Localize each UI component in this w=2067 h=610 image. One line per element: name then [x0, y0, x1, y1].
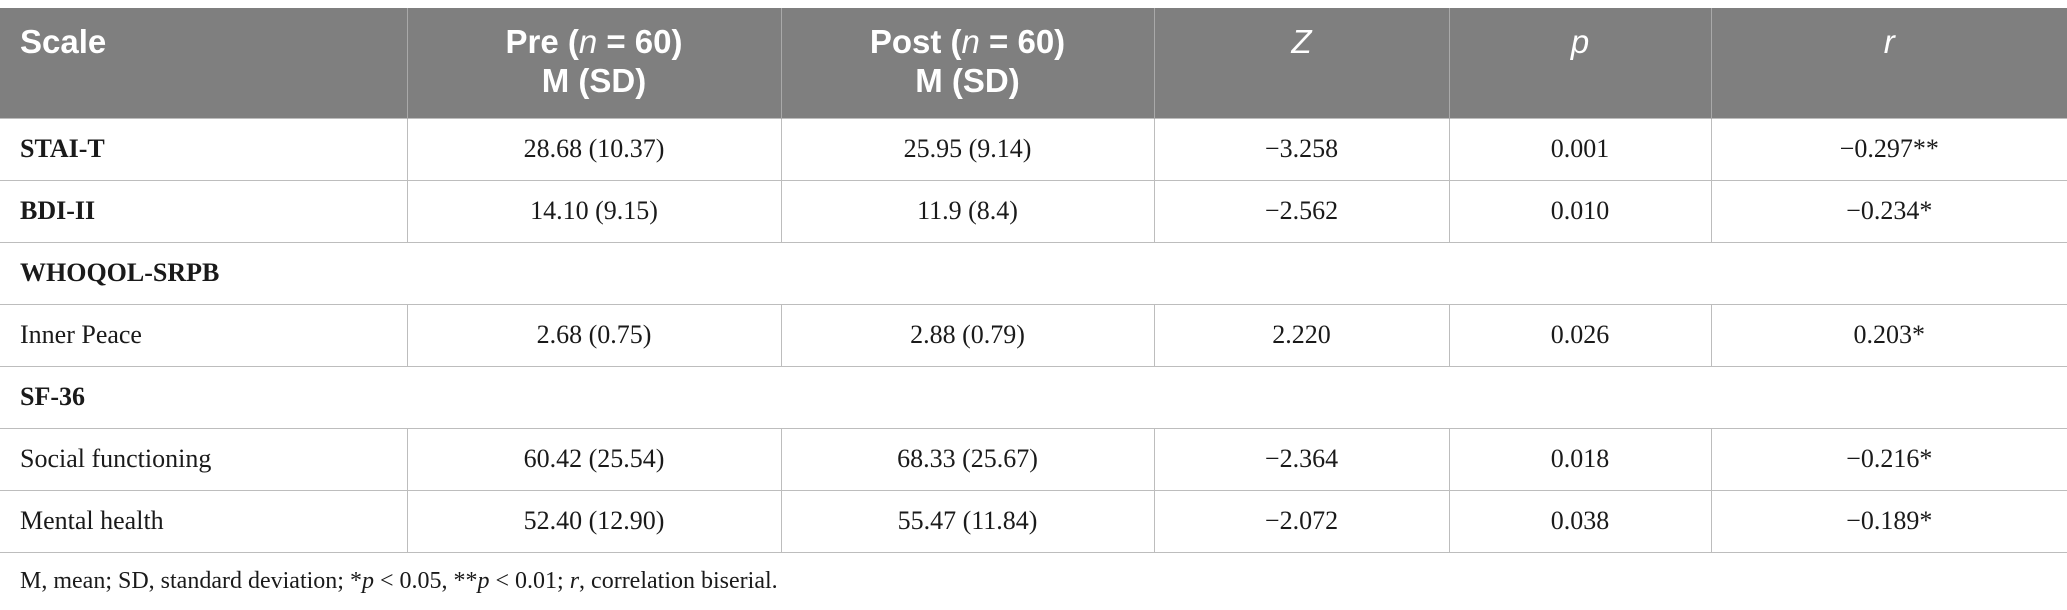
- header-post-sub: M (SD): [915, 62, 1020, 99]
- cell-r: −0.234*: [1710, 179, 2067, 242]
- cell-pre: 2.68 (0.75): [406, 303, 781, 366]
- header-pre-sub: M (SD): [541, 62, 647, 99]
- cell-z: −2.072: [1153, 489, 1449, 553]
- row-label: BDI-II: [0, 179, 407, 242]
- cell-p: 0.018: [1448, 427, 1711, 490]
- cell-r: −0.297**: [1710, 117, 2067, 180]
- cell-z: −3.258: [1153, 117, 1449, 180]
- cell-p: 0.001: [1448, 117, 1711, 180]
- results-table-container: Scale Pre (n = 60) M (SD) Post (n = 60) …: [0, 8, 2067, 553]
- row-label: STAI-T: [0, 117, 407, 180]
- header-row: Scale Pre (n = 60) M (SD) Post (n = 60) …: [0, 8, 2067, 118]
- table-row: Mental health 52.40 (12.90) 55.47 (11.84…: [0, 489, 2067, 553]
- header-p: p: [1448, 8, 1711, 118]
- table-row: BDI-II 14.10 (9.15) 11.9 (8.4) −2.562 0.…: [0, 179, 2067, 242]
- cell-p: 0.010: [1448, 179, 1711, 242]
- row-label: Mental health: [0, 489, 407, 553]
- cell-post: 55.47 (11.84): [780, 489, 1154, 553]
- cell-z: −2.562: [1153, 179, 1449, 242]
- cell-r: −0.189*: [1710, 489, 2067, 553]
- cell-p: 0.038: [1448, 489, 1711, 553]
- cell-post: 11.9 (8.4): [780, 179, 1154, 242]
- header-z: Z: [1153, 8, 1449, 118]
- table-row: STAI-T 28.68 (10.37) 25.95 (9.14) −3.258…: [0, 117, 2067, 180]
- row-label: Social functioning: [0, 427, 407, 490]
- header-scale: Scale: [20, 23, 107, 60]
- cell-r: 0.203*: [1710, 303, 2067, 366]
- header-post: Post (n = 60) M (SD): [780, 8, 1154, 118]
- table-footnote: M, mean; SD, standard deviation; *p < 0.…: [20, 568, 778, 594]
- cell-pre: 28.68 (10.37): [406, 117, 781, 180]
- header-pre: Pre (n = 60) M (SD): [406, 8, 781, 118]
- cell-post: 68.33 (25.67): [780, 427, 1154, 490]
- group-row: SF-36: [0, 365, 2067, 428]
- cell-p: 0.026: [1448, 303, 1711, 366]
- cell-post: 25.95 (9.14): [780, 117, 1154, 180]
- cell-pre: 14.10 (9.15): [406, 179, 781, 242]
- table-row: Social functioning 60.42 (25.54) 68.33 (…: [0, 427, 2067, 490]
- cell-post: 2.88 (0.79): [780, 303, 1154, 366]
- table-body: STAI-T 28.68 (10.37) 25.95 (9.14) −3.258…: [0, 117, 2067, 553]
- table-header: Scale Pre (n = 60) M (SD) Post (n = 60) …: [0, 8, 2067, 118]
- cell-r: −0.216*: [1710, 427, 2067, 490]
- cell-z: 2.220: [1153, 303, 1449, 366]
- cell-z: −2.364: [1153, 427, 1449, 490]
- group-label: SF-36: [0, 365, 2067, 428]
- table-row: Inner Peace 2.68 (0.75) 2.88 (0.79) 2.22…: [0, 303, 2067, 366]
- row-label: Inner Peace: [0, 303, 407, 366]
- cell-pre: 52.40 (12.90): [406, 489, 781, 553]
- group-row: WHOQOL-SRPB: [0, 241, 2067, 304]
- cell-pre: 60.42 (25.54): [406, 427, 781, 490]
- header-r: r: [1710, 8, 2067, 118]
- results-table: Scale Pre (n = 60) M (SD) Post (n = 60) …: [0, 8, 2067, 553]
- group-label: WHOQOL-SRPB: [0, 241, 2067, 304]
